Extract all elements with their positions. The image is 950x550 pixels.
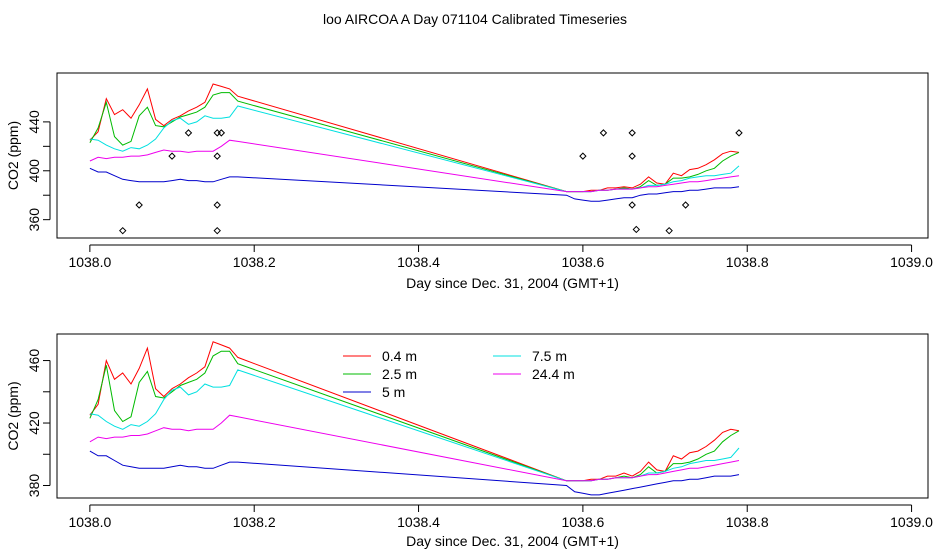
x-tick-label: 1038.8 [726, 254, 769, 270]
data-marker [119, 226, 127, 235]
top-panel: 1038.0 1038.2 1038.4 1038.6 1038.8 1039.0 Day … [5, 72, 933, 291]
y-axis: 380 420 460 [26, 349, 51, 498]
x-tick-label: 1038.0 [68, 254, 111, 270]
data-marker [599, 129, 608, 137]
series-line-7-5-m [89, 369, 740, 482]
x-tick-label: 1038.4 [397, 514, 440, 530]
x-tick-label: 1038.6 [561, 254, 604, 270]
data-marker [681, 201, 690, 209]
x-axis: 1038.0 1038.2 1038.4 1038.6 1038.8 1039.0 [68, 244, 933, 270]
bottom-panel: 1038.0 1038.2 1038.4 1038.6 1038.8 1039.0 Day … [5, 333, 933, 549]
x-axis-label: Day since Dec. 31, 2004 (GMT+1) [406, 275, 619, 291]
data-marker [632, 225, 641, 234]
data-marker [168, 152, 176, 160]
plot-frame [56, 72, 929, 239]
x-tick-label: 1038.0 [68, 514, 111, 530]
legend-label-24-4-m: 24.4 m [532, 366, 575, 382]
legend-label-7-5-m: 7.5 m [532, 348, 567, 364]
legend-label-0-4-m: 0.4 m [382, 348, 417, 364]
y-tick-label: 380 [26, 474, 42, 498]
legend: 0.4 m 2.5 m 5 m 7.5 m 24.4 m [343, 348, 575, 400]
series-line-7-5-m [89, 105, 740, 193]
x-tick-label: 1038.6 [561, 514, 604, 530]
series-line-24-4-m [89, 139, 740, 193]
data-marker [628, 129, 636, 137]
data-marker [665, 226, 673, 235]
y-tick-label: 420 [26, 411, 42, 435]
x-axis-label: Day since Dec. 31, 2004 (GMT+1) [406, 533, 619, 549]
marker-group [119, 129, 743, 235]
y-tick-label: 460 [26, 349, 42, 373]
data-marker [213, 201, 221, 209]
y-axis-label: CO2 (ppm) [5, 381, 21, 450]
data-marker [213, 152, 221, 160]
x-tick-label: 1038.4 [397, 254, 440, 270]
y-tick-label: 440 [26, 110, 42, 134]
legend-label-5-m: 5 m [382, 384, 405, 400]
data-marker [213, 226, 221, 235]
series-line-5-m [89, 450, 740, 496]
y-axis-label: CO2 (ppm) [5, 121, 21, 190]
data-marker [628, 201, 636, 209]
x-axis: 1038.0 1038.2 1038.4 1038.6 1038.8 1039.0 [68, 504, 933, 530]
x-tick-label: 1039.0 [890, 514, 933, 530]
legend-label-2-5-m: 2.5 m [382, 366, 417, 382]
data-marker [628, 152, 636, 160]
data-marker [579, 152, 587, 160]
chart-title: loo AIRCOA A Day 071104 Calibrated Times… [322, 11, 627, 27]
series-line-5-m [89, 167, 740, 202]
series-line-24-4-m [89, 414, 740, 482]
x-tick-label: 1039.0 [890, 254, 933, 270]
x-tick-label: 1038.2 [233, 514, 276, 530]
data-marker [184, 129, 193, 137]
series-line-0-4-m [89, 83, 740, 193]
y-axis: 360 400 440 [26, 110, 51, 232]
data-marker [213, 129, 221, 137]
data-marker [135, 201, 143, 209]
y-tick-label: 360 [26, 208, 42, 232]
y-tick-label: 400 [26, 159, 42, 183]
x-tick-label: 1038.2 [233, 254, 276, 270]
plot-frame [56, 333, 929, 499]
x-tick-label: 1038.8 [726, 514, 769, 530]
series-line-2-5-m [89, 92, 740, 193]
data-marker [735, 129, 743, 137]
data-marker [217, 129, 226, 137]
